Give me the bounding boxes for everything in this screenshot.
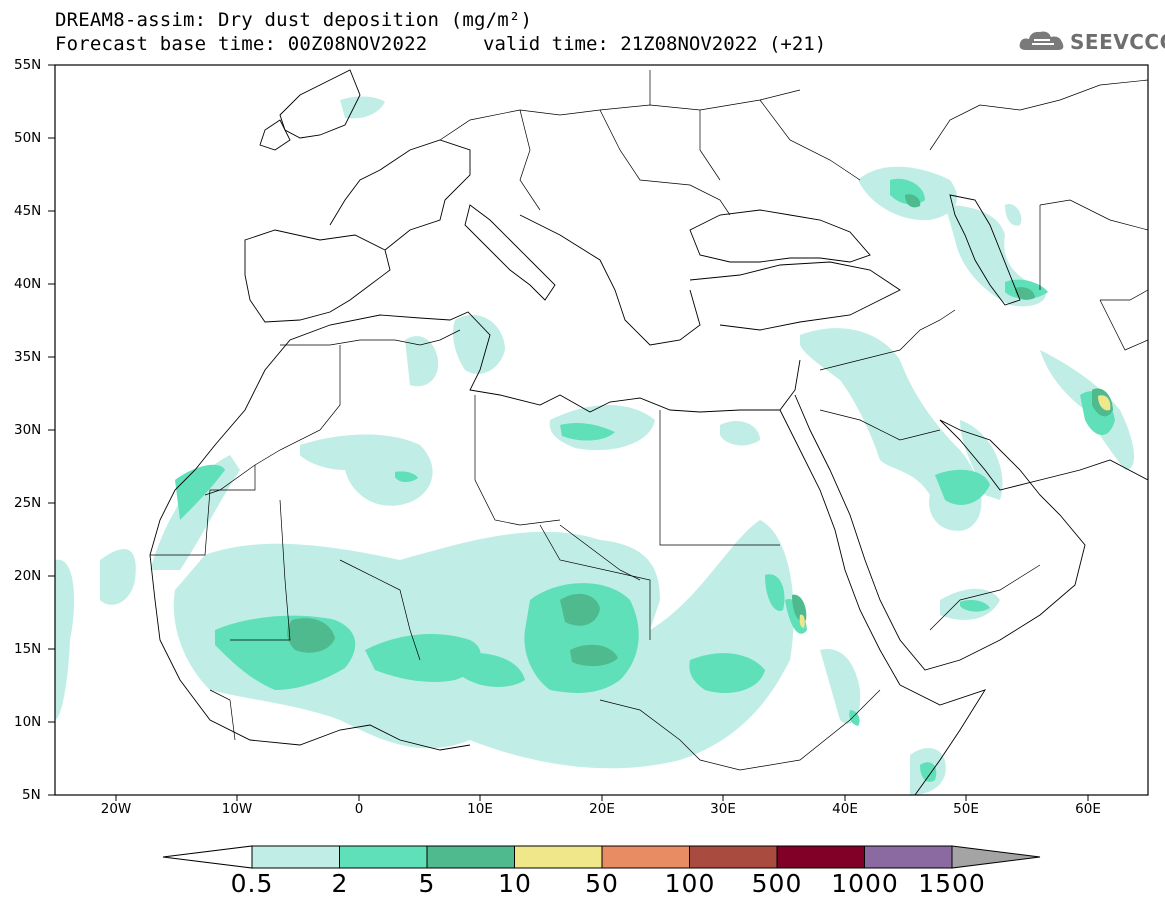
lat-label: 5N — [22, 787, 41, 803]
lat-label: 20N — [14, 568, 42, 584]
dust-deposition-shading — [55, 96, 1135, 795]
coastlines — [149, 69, 1149, 796]
lat-label: 50N — [14, 130, 42, 146]
lon-label: 0 — [354, 801, 364, 817]
forecast-base-time: Forecast base time: 00Z08NOV2022 — [55, 33, 428, 55]
cloud-icon — [1019, 31, 1064, 50]
lat-label: 45N — [14, 203, 42, 219]
lat-label: 25N — [14, 495, 42, 511]
lon-label: 50E — [953, 801, 979, 817]
colorbar-under-triangle — [162, 845, 253, 869]
colorbar-label: 500 — [751, 869, 803, 898]
lat-label: 30N — [14, 422, 42, 438]
lon-label: 10W — [221, 801, 253, 817]
lon-label: 30E — [710, 801, 736, 817]
colorbar-label: 100 — [664, 869, 716, 898]
colorbar-box — [864, 845, 953, 869]
lat-label: 10N — [14, 714, 42, 730]
colorbar — [162, 845, 1041, 869]
lon-label: 10E — [467, 801, 493, 817]
seevccc-logo: SEEVCCC — [1018, 26, 1165, 58]
colorbar-box — [426, 845, 515, 869]
lon-label: 60E — [1075, 801, 1101, 817]
country-borders — [150, 70, 1149, 771]
colorbar-box — [776, 845, 865, 869]
colorbar-label: 1000 — [831, 869, 899, 898]
axis-ticks — [48, 64, 1089, 801]
lat-label: 35N — [14, 349, 42, 365]
logo-text: SEEVCCC — [1070, 30, 1165, 54]
lon-label: 20E — [589, 801, 615, 817]
colorbar-label: 1500 — [918, 869, 986, 898]
lon-label: 20W — [100, 801, 132, 817]
lon-label: 40E — [832, 801, 858, 817]
colorbar-box — [514, 845, 603, 869]
colorbar-box — [689, 845, 778, 869]
map-title: DREAM8-assim: Dry dust deposition (mg/m²… — [55, 9, 533, 31]
colorbar-box — [251, 845, 340, 869]
colorbar-label: 5 — [418, 869, 436, 898]
colorbar-label: 10 — [498, 869, 532, 898]
colorbar-label: 50 — [585, 869, 619, 898]
lat-label: 40N — [14, 276, 42, 292]
colorbar-over-triangle — [951, 845, 1041, 869]
lat-label: 55N — [14, 57, 42, 73]
colorbar-label: 2 — [331, 869, 349, 898]
colorbar-box — [339, 845, 428, 869]
valid-time: valid time: 21Z08NOV2022 (+21) — [483, 33, 827, 55]
colorbar-box — [601, 845, 690, 869]
colorbar-label: 0.5 — [230, 869, 274, 898]
lat-label: 15N — [14, 641, 42, 657]
